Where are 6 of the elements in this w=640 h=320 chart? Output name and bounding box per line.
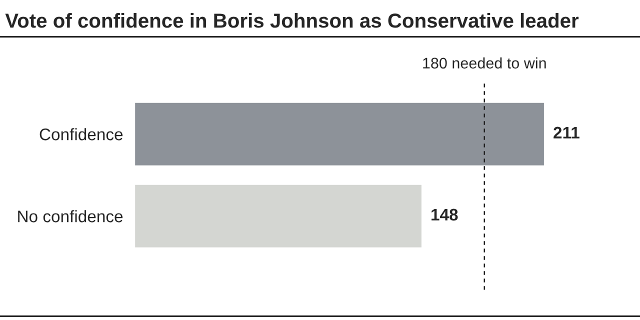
data-label: 211: [554, 126, 580, 138]
y-tick-label: No confidence: [18, 210, 123, 222]
ref-line-label: 180 needed to win: [423, 57, 546, 69]
chart-title: Vote of confidence in Boris Johnson as Conservative leader: [5, 13, 579, 28]
data-label: 148: [432, 208, 458, 221]
y-tick-label: Confidence: [40, 128, 123, 140]
